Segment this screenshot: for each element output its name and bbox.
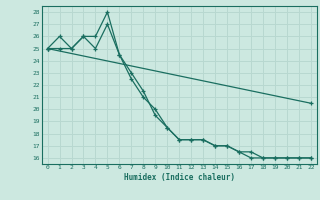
X-axis label: Humidex (Indice chaleur): Humidex (Indice chaleur) [124,173,235,182]
